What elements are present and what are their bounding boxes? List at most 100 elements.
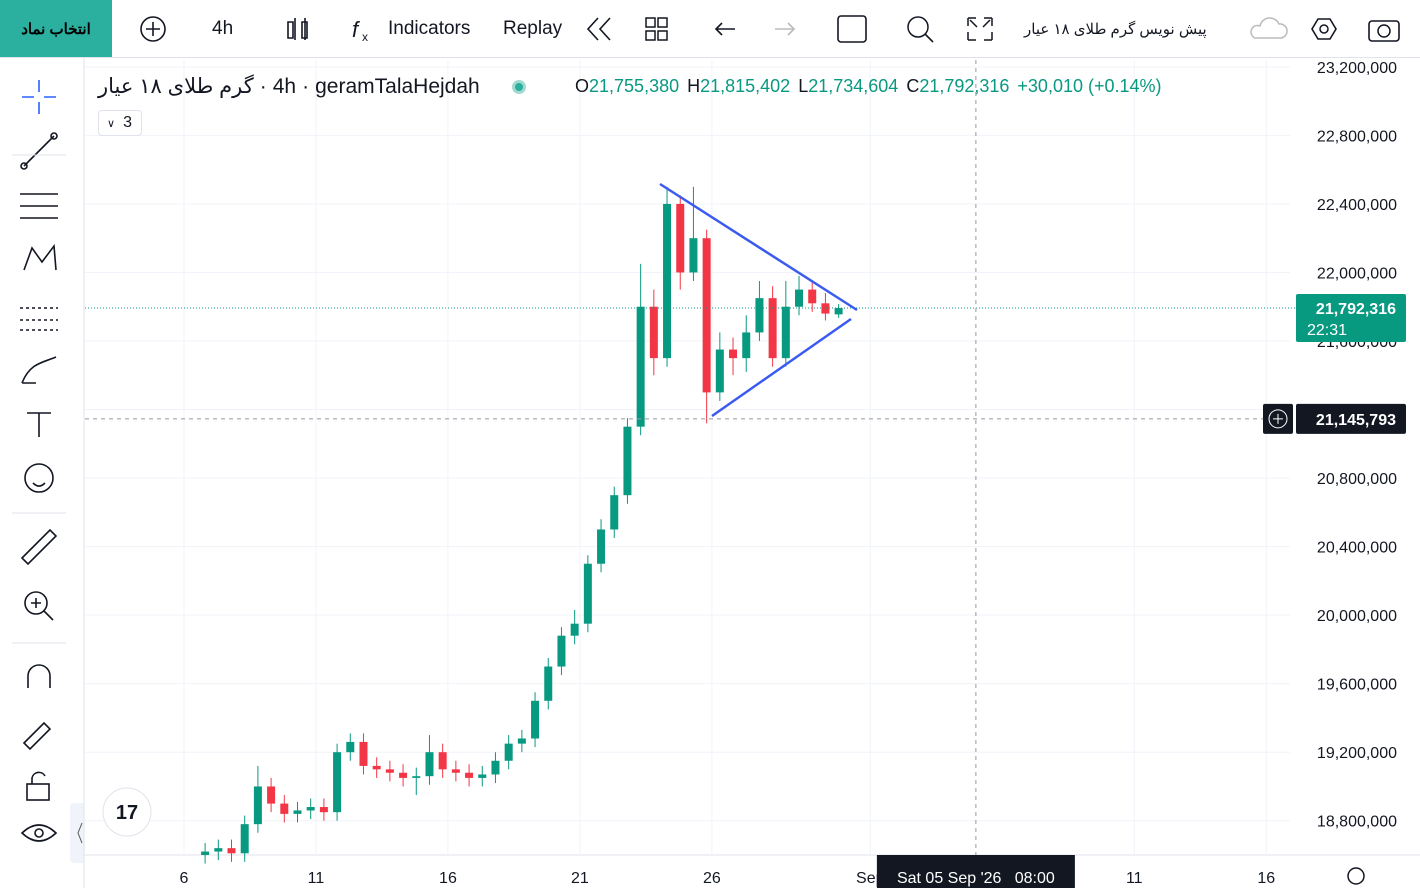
svg-text:x: x — [362, 30, 368, 44]
indicators-button[interactable]: Indicators — [388, 17, 471, 39]
x-tick-label: 11 — [308, 870, 325, 887]
y-tick-label: 22,400,000 — [1317, 197, 1397, 214]
candle-body — [359, 741, 368, 766]
candle-body — [333, 752, 342, 813]
tv-logo[interactable] — [102, 787, 152, 837]
ohlc-value: 21,815,402 — [700, 76, 791, 96]
candle-body — [781, 306, 790, 359]
legend: گرم طلای ۱۸ عیار · 4h · geramTalaHejdah — [98, 74, 526, 99]
ohlc-value: 21,792,316 — [919, 76, 1010, 96]
y-tick-label: 23,200,000 — [1317, 60, 1397, 77]
candle-body — [240, 824, 249, 854]
interval-button[interactable]: 4h — [212, 17, 234, 39]
x-tick-label: 6 — [180, 870, 189, 887]
candle-body — [214, 848, 223, 852]
separator: · — [259, 74, 267, 98]
replay-button[interactable]: Replay — [503, 17, 563, 39]
y-tick-label: 22,000,000 — [1317, 265, 1397, 282]
symbol-name: گرم طلای ۱۸ عیار — [98, 75, 254, 98]
candle-body — [834, 308, 843, 315]
crosshair-y-label: 21,145,793 — [1316, 412, 1396, 429]
candle-body — [610, 495, 619, 530]
tv-logo-text: 17 — [116, 802, 138, 824]
drawing-toolbar — [12, 80, 84, 863]
ohlc-value: 21,734,604 — [808, 76, 899, 96]
candle-body — [636, 306, 645, 427]
y-tick-label: 20,000,000 — [1317, 608, 1397, 625]
add-alert-icon — [1268, 409, 1288, 429]
candle-body — [425, 752, 434, 777]
ohlc-item: L21,734,604 — [798, 76, 898, 97]
candle-body — [253, 786, 262, 825]
candle-body — [293, 810, 302, 814]
candle-body — [808, 289, 817, 304]
ohlc-label: C — [906, 76, 920, 96]
candle-body — [795, 289, 804, 307]
symbol-button[interactable]: انتخاب نماد — [0, 0, 112, 57]
ohlc-item: C21,792,316 — [906, 76, 1009, 97]
candle-body — [201, 851, 210, 855]
candle-body — [451, 769, 460, 773]
candle-body — [438, 752, 447, 770]
triangle-drawing — [659, 182, 858, 418]
candle-body — [715, 349, 724, 393]
y-tick-label: 19,600,000 — [1317, 677, 1397, 694]
candle-body — [465, 772, 474, 778]
candle-body — [306, 807, 315, 811]
candle-body — [729, 349, 738, 359]
candle-body — [623, 426, 632, 496]
candle-body — [597, 529, 606, 564]
countdown-label: 22:31 — [1307, 322, 1347, 339]
last-price-tag — [1296, 294, 1406, 343]
y-tick-label: 19,200,000 — [1317, 745, 1397, 762]
settings-icon[interactable] — [1347, 867, 1365, 885]
candle-body — [319, 807, 328, 813]
candle-body — [755, 298, 764, 333]
y-tick-label: 18,800,000 — [1317, 814, 1397, 831]
ohlc-label: O — [575, 76, 590, 96]
legend-interval: 4h — [272, 74, 297, 98]
candle-body — [531, 700, 540, 739]
y-tick-label: 20,400,000 — [1317, 540, 1397, 557]
candle-body — [267, 786, 276, 804]
candle-body — [570, 623, 579, 636]
crosshair-y-tag — [1296, 403, 1406, 434]
change: +30,010 (+0.14%) — [1017, 76, 1162, 96]
ohlc-value: 21,755,380 — [589, 76, 680, 96]
candle-body — [491, 760, 500, 775]
layout-title[interactable]: پیش نویس گرم طلای ۱۸ عیار — [1024, 20, 1207, 38]
ohlc-label: L — [798, 76, 809, 96]
x-tick-label: 16 — [439, 870, 457, 887]
x-tick-label: 16 — [1257, 870, 1275, 887]
candle-body — [557, 635, 566, 667]
candle-body — [346, 741, 355, 753]
candle-body — [689, 238, 698, 273]
x-tick-label: 21 — [571, 870, 589, 887]
ohlc-item: H21,815,402 — [687, 76, 790, 97]
candle-body — [821, 303, 830, 314]
candle-body — [702, 238, 711, 393]
crosshair-x-tag — [876, 855, 1075, 888]
candle-body — [280, 803, 289, 814]
candle-body — [742, 332, 751, 359]
candle-body — [227, 848, 236, 854]
candle-body — [676, 203, 685, 273]
indicator-count: 3 — [123, 114, 132, 131]
candle-body — [583, 563, 592, 624]
ticker: geramTalaHejdah — [315, 74, 480, 98]
ohlc-item: O21,755,380 — [575, 76, 679, 97]
ohlc-label: H — [687, 76, 701, 96]
candle-body — [399, 772, 408, 778]
candle-body — [663, 203, 672, 359]
x-tick-label: 11 — [1126, 870, 1143, 887]
crosshair-x-label: Sat 05 Sep '26 08:00 — [897, 870, 1055, 887]
candle-body — [649, 306, 658, 359]
indicators-toggle[interactable]: ∨ 3 — [98, 110, 142, 136]
candle-body — [544, 666, 553, 701]
candle-body — [412, 776, 421, 778]
add-alert-plus — [1273, 413, 1283, 424]
